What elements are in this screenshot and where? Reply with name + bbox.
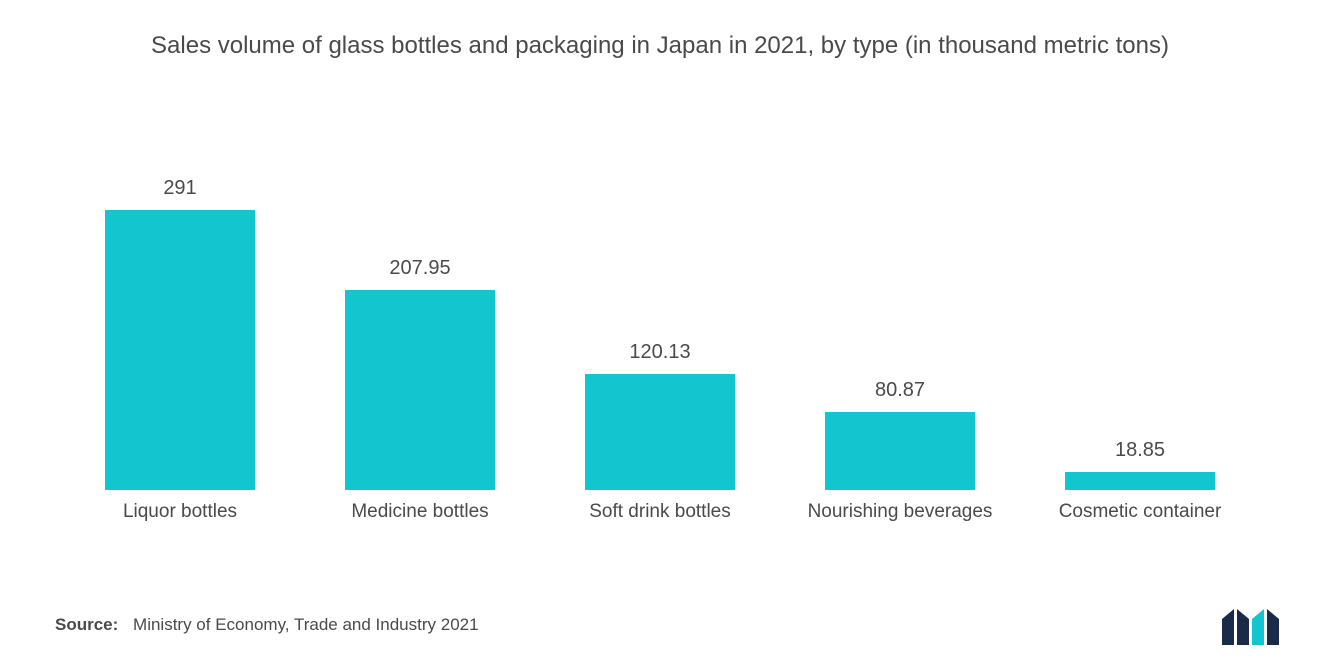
bar-group: 18.85 (1045, 439, 1235, 490)
bar (825, 412, 975, 490)
x-axis-label: Liquor bottles (85, 500, 275, 525)
x-axis-label: Cosmetic container (1045, 500, 1235, 525)
bar-value-label: 80.87 (875, 379, 925, 402)
x-axis-label: Nourishing beverages (805, 500, 995, 525)
source-line: Source: Ministry of Economy, Trade and I… (55, 615, 479, 635)
bar-group: 291 (85, 177, 275, 490)
chart-title: Sales volume of glass bottles and packag… (0, 0, 1320, 62)
source-text: Ministry of Economy, Trade and Industry … (133, 615, 479, 634)
x-axis-labels: Liquor bottles Medicine bottles Soft dri… (60, 500, 1260, 525)
chart-plot-area: 291 207.95 120.13 80.87 18.85 (60, 150, 1260, 490)
bar-value-label: 207.95 (389, 257, 450, 280)
bar (105, 210, 255, 490)
bar-value-label: 18.85 (1115, 439, 1165, 462)
bar-group: 120.13 (565, 341, 755, 490)
bar-value-label: 120.13 (629, 341, 690, 364)
bar-group: 80.87 (805, 379, 995, 490)
bar (585, 374, 735, 490)
source-label: Source: (55, 615, 118, 634)
bar (1065, 472, 1215, 490)
brand-logo-icon (1220, 607, 1280, 647)
x-axis-label: Soft drink bottles (565, 500, 755, 525)
bar-value-label: 291 (163, 177, 196, 200)
x-axis-label: Medicine bottles (325, 500, 515, 525)
bar (345, 290, 495, 490)
bar-group: 207.95 (325, 257, 515, 490)
